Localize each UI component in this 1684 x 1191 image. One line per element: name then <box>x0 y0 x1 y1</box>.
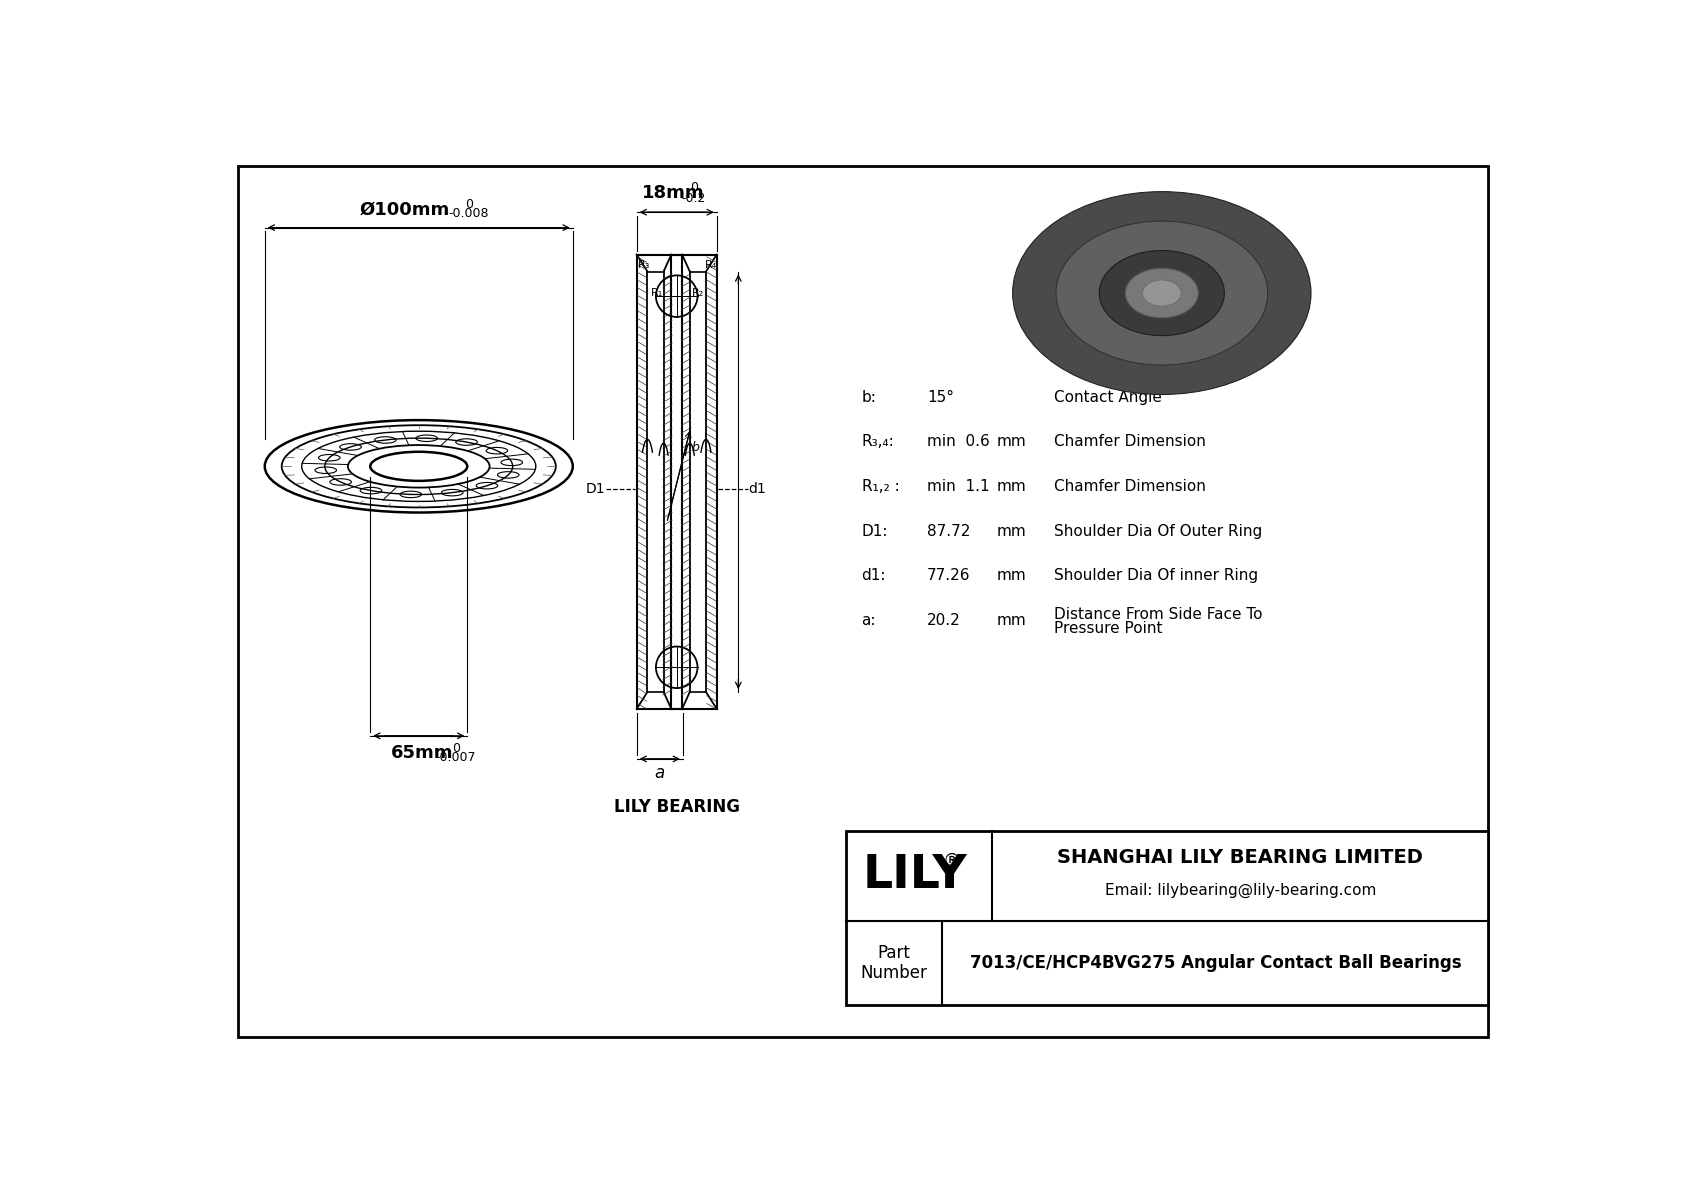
Text: Part
Number: Part Number <box>861 943 928 983</box>
Text: 20.2: 20.2 <box>926 613 960 628</box>
Text: 0: 0 <box>451 742 460 755</box>
Text: mm: mm <box>997 524 1026 538</box>
Text: -0.007: -0.007 <box>436 750 477 763</box>
Bar <box>845 830 1489 1004</box>
Text: 77.26: 77.26 <box>926 568 970 584</box>
Text: a:: a: <box>862 613 876 628</box>
Text: D1:: D1: <box>862 524 887 538</box>
Text: 15°: 15° <box>926 389 953 405</box>
Text: mm: mm <box>997 479 1026 494</box>
Text: R₄: R₄ <box>704 261 717 270</box>
Text: Ø100mm: Ø100mm <box>360 200 450 218</box>
Text: R₃: R₃ <box>638 261 650 270</box>
Text: min  1.1: min 1.1 <box>926 479 990 494</box>
Text: Shoulder Dia Of Outer Ring: Shoulder Dia Of Outer Ring <box>1054 524 1263 538</box>
Text: mm: mm <box>997 435 1026 449</box>
Text: Chamfer Dimension: Chamfer Dimension <box>1054 435 1206 449</box>
Text: SHANGHAI LILY BEARING LIMITED: SHANGHAI LILY BEARING LIMITED <box>1058 848 1423 867</box>
Text: b:: b: <box>862 389 876 405</box>
Ellipse shape <box>1056 222 1268 366</box>
Text: mm: mm <box>997 613 1026 628</box>
Text: a: a <box>655 763 665 781</box>
Text: LILY BEARING: LILY BEARING <box>613 798 739 816</box>
Text: Contact Angle: Contact Angle <box>1054 389 1162 405</box>
Text: ®: ® <box>943 852 960 869</box>
Text: Chamfer Dimension: Chamfer Dimension <box>1054 479 1206 494</box>
Text: 0: 0 <box>465 198 473 211</box>
Ellipse shape <box>1066 227 1258 358</box>
Text: Pressure Point: Pressure Point <box>1054 621 1162 636</box>
Text: 7013/CE/HCP4BVG275 Angular Contact Ball Bearings: 7013/CE/HCP4BVG275 Angular Contact Ball … <box>970 954 1462 972</box>
Text: R₂: R₂ <box>692 288 704 298</box>
Text: 18mm: 18mm <box>642 183 704 202</box>
Ellipse shape <box>1125 268 1199 318</box>
Text: d1: d1 <box>749 482 766 497</box>
Ellipse shape <box>1142 280 1180 306</box>
Text: LILY: LILY <box>864 854 968 898</box>
Ellipse shape <box>1012 192 1312 394</box>
Text: min  0.6: min 0.6 <box>926 435 990 449</box>
Text: -0.2: -0.2 <box>682 192 706 205</box>
Text: D1: D1 <box>586 482 606 497</box>
Text: b: b <box>692 441 701 454</box>
Text: 65mm: 65mm <box>391 743 455 762</box>
Text: -0.008: -0.008 <box>448 207 488 220</box>
Text: Email: lilybearing@lily-bearing.com: Email: lilybearing@lily-bearing.com <box>1105 883 1376 898</box>
Text: R₁,₂ :: R₁,₂ : <box>862 479 899 494</box>
Text: Shoulder Dia Of inner Ring: Shoulder Dia Of inner Ring <box>1054 568 1258 584</box>
Text: d1:: d1: <box>862 568 886 584</box>
Text: 87.72: 87.72 <box>926 524 970 538</box>
Text: 0: 0 <box>690 181 697 194</box>
Text: R₃,₄:: R₃,₄: <box>862 435 894 449</box>
Text: mm: mm <box>997 568 1026 584</box>
Ellipse shape <box>1100 250 1224 336</box>
Text: R₁: R₁ <box>650 288 663 298</box>
Text: Distance From Side Face To: Distance From Side Face To <box>1054 606 1263 622</box>
